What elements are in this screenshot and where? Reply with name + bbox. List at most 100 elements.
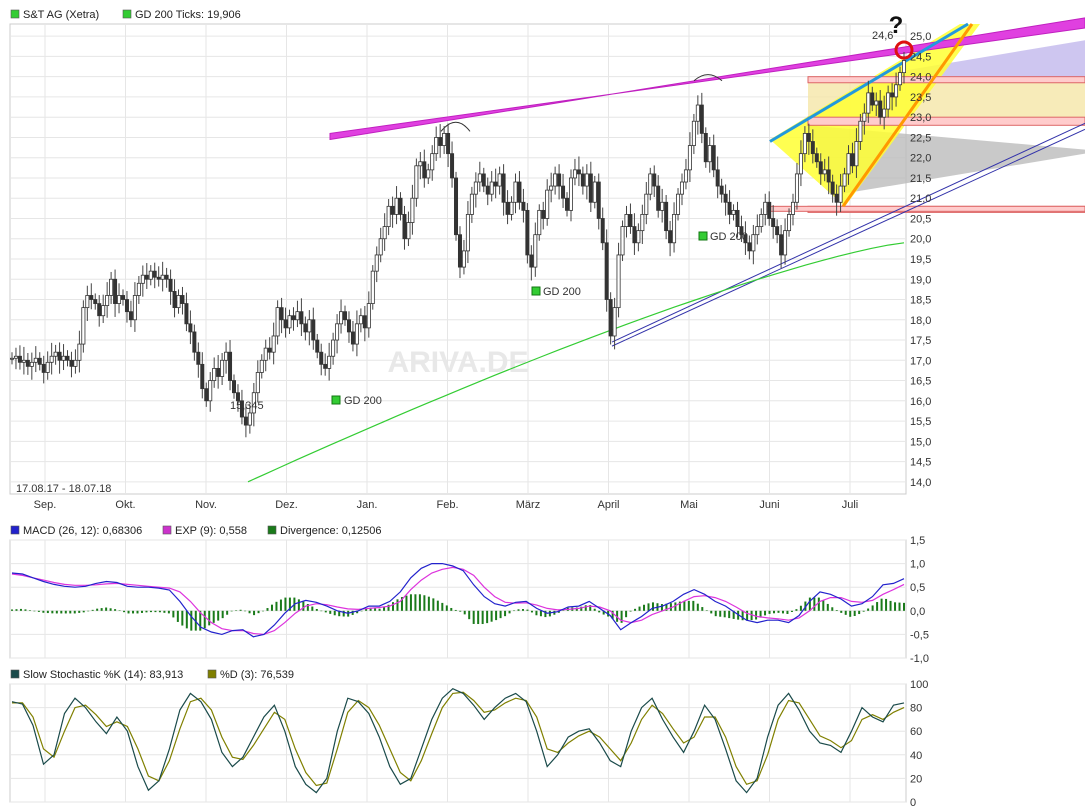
price-x-axis: Sep. Okt. Nov. Dez. Jan. Feb. März April Mai Juni… [34, 499, 859, 511]
macd-histogram-bar [481, 610, 484, 625]
candle-body [545, 189, 550, 219]
macd-histogram-bar [315, 608, 318, 611]
macd-histogram-bar [876, 602, 879, 611]
candle-body [382, 226, 387, 240]
price-y-tick-label: 23,0 [910, 112, 931, 124]
macd-histogram-bar [114, 609, 117, 611]
macd-histogram-bar [898, 602, 901, 611]
macd-histogram-bar [477, 610, 480, 625]
candle-body [842, 173, 847, 187]
candle-body [822, 169, 827, 175]
macd-histogram-bar [266, 608, 269, 611]
macd-histogram-bar [643, 604, 646, 611]
candle-body [620, 226, 625, 256]
macd-histogram-bar [423, 595, 426, 611]
macd-histogram-bar [333, 610, 336, 616]
candle-body [156, 276, 161, 280]
support-trendline-lower [611, 128, 1085, 347]
peak-arc [693, 74, 723, 82]
macd-histogram-bar [257, 610, 260, 614]
date-range: 17.08.17 - 18.07.18 [16, 483, 111, 495]
macd-histogram-bar [719, 610, 722, 617]
candle-body [121, 295, 126, 300]
macd-histogram-bar [132, 610, 135, 614]
macd-histogram-bar [15, 609, 18, 611]
candle-body [255, 372, 260, 394]
macd-legend: MACD (26, 12): 0,68306 EXP (9): 0,558 Dive… [10, 525, 382, 537]
candle-body [806, 132, 811, 142]
triangle-zone [770, 24, 980, 207]
candle-body [870, 92, 875, 106]
candle-body [279, 307, 284, 321]
macd-histogram-bar [42, 610, 45, 613]
macd-histogram-bar [611, 610, 614, 619]
macd-histogram-bar [768, 610, 771, 614]
macd-histogram-bar [136, 610, 139, 614]
macd-histogram-bar [517, 609, 520, 611]
macd-histogram-bar [441, 602, 444, 611]
macd-histogram-bar [817, 597, 820, 611]
stoch-gridlines [10, 683, 906, 803]
candle-body [775, 226, 780, 236]
support-trendline-upper [611, 122, 1085, 343]
price-y-tick-label: 14,5 [910, 457, 931, 469]
candle-body [350, 331, 355, 345]
candle-body [616, 254, 621, 309]
macd-histogram-bar [82, 610, 85, 613]
macd-y-tick-label: -1,0 [910, 653, 929, 665]
macd-histogram-bar [495, 610, 498, 621]
macd-histogram-bar [33, 610, 36, 612]
legend-label: Divergence: 0,12506 [280, 525, 382, 537]
candle-body [735, 209, 740, 227]
candle-body [73, 359, 78, 367]
legend-swatch [122, 9, 132, 19]
macd-histogram-bar [91, 609, 94, 611]
candle-body [783, 230, 788, 256]
macd-histogram-bar [741, 610, 744, 621]
candle-body [699, 104, 704, 134]
watermark: ARIVA.DE [387, 346, 528, 379]
stoch-panel: 100 80 60 40 20 0 Slow Stochastic %K (14): 83… [9, 669, 928, 809]
macd-histogram-bar [369, 607, 372, 611]
macd-histogram-bar [696, 603, 699, 611]
macd-histogram-bar [692, 600, 695, 611]
macd-histogram-bar [87, 610, 90, 612]
macd-histogram-bar [862, 610, 865, 612]
candle-body [29, 361, 34, 367]
candle-body [747, 242, 752, 252]
macd-histogram-bar [24, 609, 27, 611]
price-y-tick-label: 23,5 [910, 92, 931, 104]
price-y-tick-label: 20,5 [910, 213, 931, 225]
candle-body [676, 193, 681, 215]
macd-histogram-bar [190, 610, 193, 631]
candle-body [565, 197, 570, 211]
macd-histogram-bar [221, 610, 224, 619]
macd-histogram-bar [78, 610, 81, 613]
candle-body [128, 311, 133, 321]
candle-body [838, 185, 843, 203]
macd-histogram-bar [701, 607, 704, 611]
macd-histogram-bar [360, 610, 363, 612]
macd-histogram-bar [11, 609, 13, 611]
macd-histogram-bar [813, 597, 816, 611]
candle-body [77, 343, 82, 361]
candle-body [592, 181, 597, 203]
macd-histogram-bar [297, 599, 300, 611]
macd-histogram-bar [248, 610, 251, 614]
macd-histogram-bar [235, 610, 238, 611]
candle-body [438, 137, 443, 146]
candle-body [160, 274, 165, 280]
macd-histogram-bar [849, 610, 852, 617]
candle-body [755, 226, 760, 236]
macd-histogram-bar [149, 610, 152, 613]
candle-body [235, 392, 240, 402]
candle-body [148, 270, 153, 280]
candle-body [144, 274, 149, 280]
candle-body [65, 355, 70, 361]
price-panel: ARIVA.DE 14,0 14,5 15,0 15,5 16,0 16,5 17,0 17,… [9, 9, 1085, 511]
candle-body [358, 315, 363, 325]
candle-body [93, 299, 98, 304]
macd-histogram-bar [499, 610, 502, 619]
candle-body [759, 214, 764, 227]
macd-histogram-bar [674, 602, 677, 611]
